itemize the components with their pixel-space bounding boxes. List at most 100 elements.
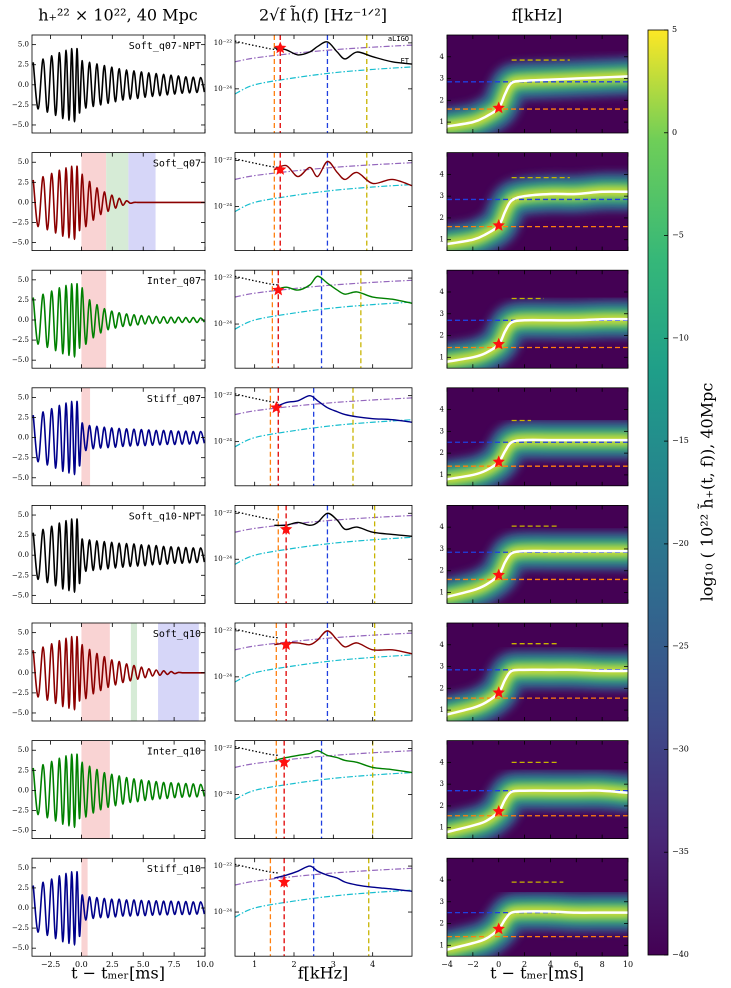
panel-frame: [31, 857, 206, 957]
x-tick-label: 1: [252, 960, 257, 969]
noise-curve: [235, 867, 412, 886]
y-tick-label: 3: [440, 75, 444, 83]
y-tick-label: 0.0: [18, 81, 29, 89]
y-tick-label: 0.0: [18, 316, 29, 324]
noise-curve: [235, 162, 412, 180]
y-tick-label: −2.5: [12, 571, 29, 579]
merger-star: [279, 522, 293, 535]
colorbar-tick-label: −20: [672, 539, 689, 548]
y-tick-label: 3: [440, 780, 444, 788]
x-tick-label: 7.5: [168, 960, 181, 969]
noise-curve: [235, 889, 412, 918]
y-tick-label: −2.5: [12, 336, 29, 344]
x-axis-label: t − tₘₑᵣ[ms]: [71, 964, 165, 983]
merger-star: [274, 41, 287, 54]
panel: [235, 740, 412, 839]
x-tick-label: 3: [331, 960, 336, 969]
noise-curve: [235, 536, 412, 565]
panel: [447, 740, 628, 839]
y-tick-label: 10⁻²²: [214, 509, 232, 517]
colorbar-tick-label: −25: [672, 642, 689, 651]
y-tick-label: 4: [440, 406, 445, 414]
noise-curve: [235, 750, 412, 768]
model-label: Inter_q07: [147, 276, 201, 287]
inspiral-line: [235, 40, 279, 51]
y-tick-label: 3: [440, 663, 444, 671]
frequency-track: [447, 549, 628, 599]
y-tick-label: 3: [440, 192, 444, 200]
y-tick-label: 1: [440, 824, 444, 832]
merger-star: [272, 283, 285, 296]
merger-star: [270, 401, 283, 413]
y-tick-label: 2.5: [18, 884, 29, 892]
panel: [32, 270, 205, 369]
y-tick-label: 5.0: [18, 158, 29, 166]
x-tick-label: 4: [548, 960, 553, 969]
y-tick-label: 10⁻²²: [214, 156, 232, 164]
y-tick-label: 5.0: [18, 276, 29, 284]
panel-frame: [234, 857, 413, 957]
merger-star: [492, 804, 505, 817]
panel-frame: [446, 740, 629, 839]
spectrum-line: [274, 749, 412, 774]
shaded-span: [128, 152, 156, 251]
x-tick-label: −2: [467, 960, 479, 969]
y-tick-label: 10⁻²⁴: [214, 555, 232, 563]
y-tick-label: 4: [440, 170, 445, 178]
y-tick-label: 2: [440, 96, 444, 104]
x-tick-label: 2: [522, 960, 527, 969]
model-label: Stiff_q10: [147, 864, 201, 875]
panel-frame: [234, 740, 413, 839]
y-tick-label: 10⁻²²: [214, 627, 232, 635]
panel: [32, 518, 205, 593]
panel-frame: [446, 152, 629, 252]
y-tick-label: −5.0: [12, 474, 29, 482]
y-tick-label: 10⁻²⁴: [214, 790, 232, 798]
y-tick-label: 2.5: [18, 531, 29, 539]
y-tick-label: 5.0: [18, 393, 29, 401]
x-axis-label: t − tₘₑᵣ[ms]: [490, 964, 584, 983]
noise-curve: [235, 654, 412, 683]
y-tick-label: −5.0: [12, 239, 29, 247]
colorbar-tick-label: −40: [672, 950, 689, 959]
y-tick-label: 1: [440, 236, 444, 244]
y-tick-label: 10⁻²²: [214, 744, 232, 752]
x-tick-label: −4: [441, 960, 453, 969]
frequency-track: [447, 910, 628, 951]
column-title: 2√f h̃(f) [Hz⁻¹ᐟ²]: [259, 5, 387, 24]
y-tick-label: 1: [440, 941, 444, 949]
y-tick-label: 10⁻²⁴: [214, 908, 232, 916]
y-tick-label: 2.5: [18, 649, 29, 657]
model-label: Soft_q07: [153, 159, 201, 170]
colorbar-tick-label: −5: [672, 231, 684, 240]
panel-frame: [446, 504, 629, 604]
y-tick-label: 2: [440, 449, 444, 457]
panel-frame: [31, 622, 206, 722]
y-tick-label: 10⁻²²: [214, 274, 232, 282]
inspiral-line: [235, 393, 279, 404]
y-tick-label: −5.0: [12, 591, 29, 599]
column-title: f[kHz]: [512, 6, 562, 25]
y-tick-label: −2.5: [12, 101, 29, 109]
y-tick-label: 10⁻²⁴: [214, 85, 232, 93]
panel-frame: [234, 622, 413, 722]
frequency-track: [447, 75, 628, 128]
y-tick-label: −2.5: [12, 454, 29, 462]
panel-frame: [446, 857, 629, 957]
inspiral-line: [235, 628, 279, 639]
inspiral-line: [235, 275, 279, 286]
y-tick-label: 5.0: [18, 864, 29, 872]
frequency-track: [447, 789, 628, 834]
model-label: Inter_q10: [147, 747, 201, 758]
strain-line: [32, 47, 205, 123]
spectrum-line: [274, 865, 412, 892]
y-tick-label: 4: [440, 641, 445, 649]
frequency-track: [447, 438, 628, 481]
colorbar-tick-label: −35: [672, 847, 689, 856]
panel: [235, 387, 412, 486]
y-tick-label: 10⁻²²: [214, 862, 232, 870]
merger-star: [492, 101, 505, 114]
inspiral-line: [235, 863, 279, 874]
merger-star: [492, 686, 505, 698]
merger-star: [492, 922, 505, 935]
